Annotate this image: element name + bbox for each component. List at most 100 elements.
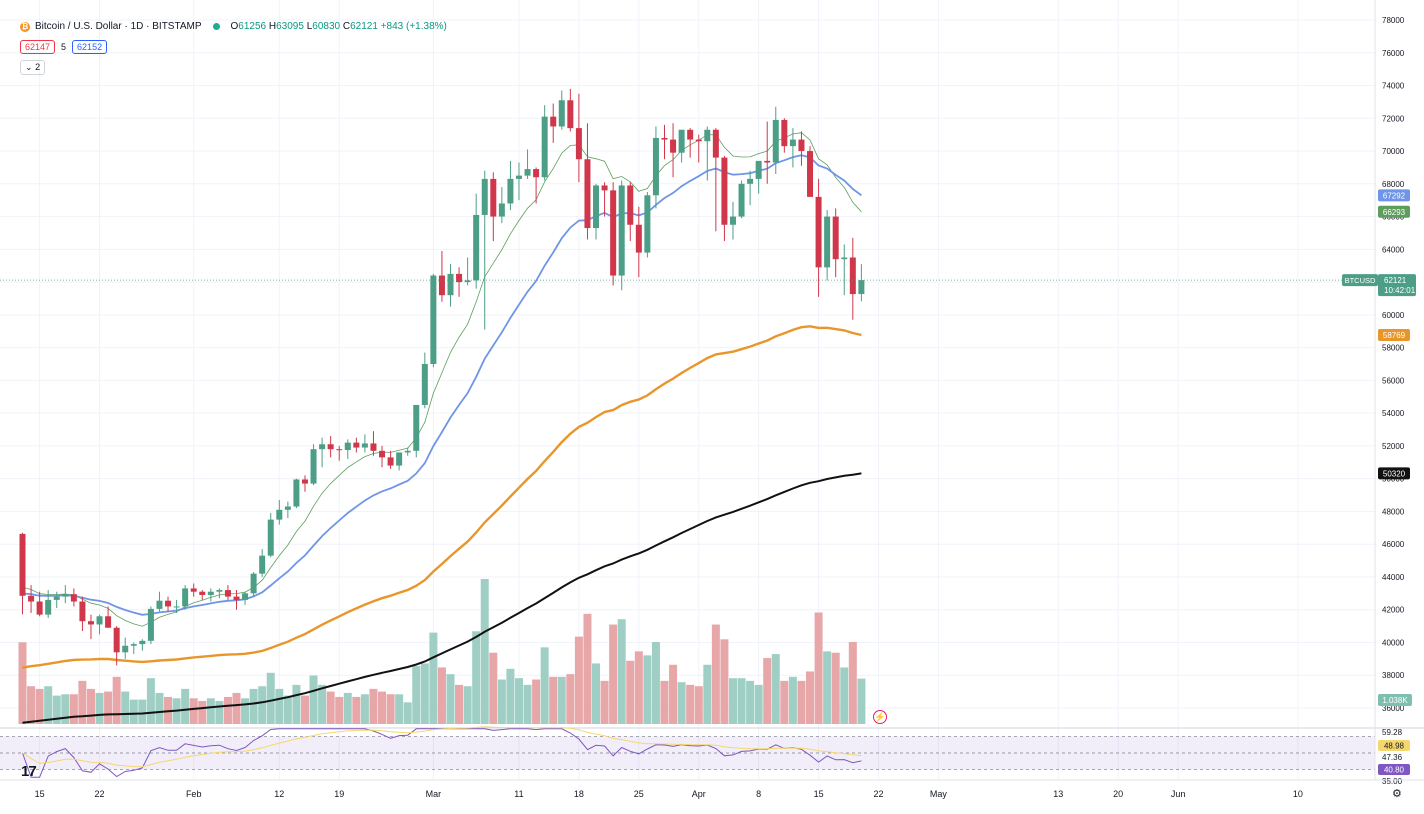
candle-body [130,644,137,646]
rsi-value-text: 48.98 [1384,742,1405,751]
candle-body [199,591,206,595]
rsi-value-label [1378,740,1410,751]
candle-body [447,273,454,296]
price-tick-label: 44000 [1382,573,1405,582]
candle-body [712,129,719,158]
volume-bar [403,702,412,724]
price-tick-label: 60000 [1382,311,1405,320]
candle-body [678,129,685,153]
volume-bar [694,686,703,724]
volume-bar [814,612,823,724]
volume-bar [437,667,446,724]
price-tick-label: 42000 [1382,606,1405,615]
indicators-toggle-button[interactable]: ⌄ 2 [20,60,46,75]
price-tick-label: 54000 [1382,409,1405,418]
time-tick-label: 13 [1053,789,1063,799]
candle-body [498,203,505,217]
candle-body [96,616,103,625]
gear-icon[interactable]: ⚙ [1392,788,1402,800]
volume-bar [788,676,797,724]
volume-bar [823,651,832,724]
tradingview-logo-icon[interactable]: 17 [21,763,37,780]
time-tick-label: 15 [35,789,45,799]
time-tick-label: 15 [814,789,824,799]
candle-body [190,588,197,592]
volume-bar [61,694,70,724]
market-open-dot-icon [212,23,220,30]
time-tick-label: 19 [334,789,344,799]
volume-bar [146,678,155,724]
time-tick-label: Feb [186,789,202,799]
candle-body [139,640,146,645]
volume-bar [703,664,712,724]
candle-body [276,509,283,520]
candle-body [558,100,565,127]
volume-bar [848,641,857,724]
volume-bar [112,676,121,724]
price-tick-label: 76000 [1382,49,1405,58]
candle-body [584,159,591,229]
volume-bar [386,694,395,724]
candle-body [755,160,762,179]
time-tick-label: 12 [274,789,284,799]
candle-body [284,506,291,510]
candle-body [738,183,745,217]
candle-body [173,606,180,608]
time-tick-label: Apr [692,789,706,799]
ma-price-label [1378,189,1410,202]
volume-bar [754,684,763,724]
volume-bar [283,695,292,724]
volume-bar [181,688,190,724]
volume-value-text: 1.038K [1382,696,1408,705]
volume-bar [806,671,815,724]
volume-bar [326,691,335,724]
volume-bar [831,652,840,724]
volume-bar [189,698,198,724]
sell-price-button[interactable]: 62147 [20,40,56,54]
volume-bar [275,688,284,724]
volume-bar [549,676,558,724]
candle-body [122,645,129,653]
volume-bar [249,688,258,724]
candle-body [661,137,668,140]
symbol-label-box [1342,274,1378,287]
candle-body [541,116,548,178]
ma-price-label [1378,329,1410,342]
price-tick-label: 58000 [1382,344,1405,353]
volume-bar [840,667,849,724]
rsi-signal-line [22,726,862,768]
volume-bar [797,680,806,724]
volume-bar [643,655,652,724]
buy-price-button[interactable]: 62152 [72,40,108,54]
candle-body [824,216,831,268]
candle-body [515,175,522,179]
candle-body [70,594,77,602]
symbol-label-text: BTCUSD [1345,276,1376,285]
candle-body [670,139,677,153]
ohlc-readout: O61256 H63095 L60830 C62121 +843 (+1.38%… [230,21,447,32]
symbol-header: ₿ Bitcoin / U.S. Dollar · 1D · BITSTAMP … [20,21,447,32]
volume-bar [429,632,438,724]
lightning-icon[interactable]: ⚡ [873,710,887,724]
candle-body [113,627,120,653]
candle-body [815,196,822,268]
price-tick-label: 40000 [1382,638,1405,647]
price-tick-label: 56000 [1382,376,1405,385]
bar-countdown-text: 10:42:01 [1384,286,1416,295]
time-axis[interactable]: 15 22 Feb 12 19 Mar 11 18 25 Apr 8 15 22 May 13 20 Jun 10 [0,779,1424,799]
price-tick-label: 72000 [1382,114,1405,123]
price-tick-label: 36000 [1382,704,1405,713]
current-price-text: 62121 [1384,276,1407,285]
ma-price-label [1378,467,1410,480]
volume-bar [720,639,729,724]
price-axis[interactable]: 3600038000400004200044000460004800050000… [1374,0,1405,786]
candle-body [807,151,814,197]
volume-bar [343,692,352,724]
volume-bar [292,684,301,724]
candle-body [798,139,805,152]
candle-body [259,555,266,574]
symbol-title[interactable]: Bitcoin / U.S. Dollar · 1D · BITSTAMP [35,21,202,32]
price-tick-label: 70000 [1382,147,1405,156]
candle-body [361,443,368,448]
